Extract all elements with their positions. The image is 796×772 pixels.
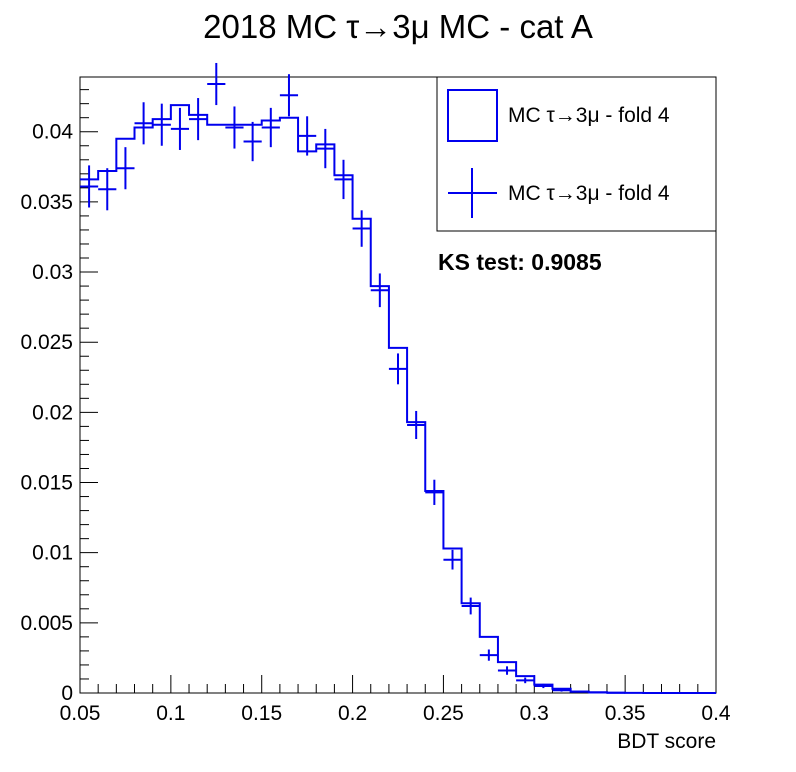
x-axis-ticks: 0.05 0.1 0.15 0.2 0.25 0.3 0.35 0.4	[60, 675, 731, 725]
data-point	[443, 549, 462, 570]
y-tick-label: 0.015	[20, 472, 73, 495]
x-tick-label: 0.3	[520, 702, 549, 725]
data-point	[134, 102, 153, 145]
data-point	[534, 683, 553, 689]
ks-test-annotation: KS test: 0.9085	[438, 249, 602, 275]
chart-title: 2018 MC τ→3μ MC - cat A	[203, 8, 593, 45]
data-point	[479, 649, 498, 661]
legend-histogram-swatch	[447, 89, 498, 142]
data-point	[352, 210, 371, 247]
x-tick-label: 0.4	[701, 702, 731, 725]
data-point	[243, 121, 262, 162]
data-point	[425, 479, 444, 505]
data-point	[98, 168, 117, 211]
points-layer	[80, 62, 626, 694]
data-point	[388, 353, 408, 385]
data-point	[570, 690, 589, 693]
data-point	[225, 106, 244, 149]
legend: MC τ→3μ - fold 4 MC τ→3μ - fold 4	[436, 76, 717, 232]
data-point	[189, 98, 208, 141]
data-point	[552, 688, 571, 692]
data-point	[370, 273, 389, 308]
x-tick-label: 0.25	[423, 702, 464, 725]
data-point	[497, 666, 517, 675]
y-tick-label: 0.035	[20, 191, 73, 214]
x-tick-label: 0.1	[156, 702, 185, 725]
data-point	[279, 74, 299, 117]
y-tick-label: 0.02	[32, 401, 73, 424]
legend-entry-points: MC τ→3μ - fold 4	[508, 182, 670, 205]
y-tick-label: 0	[61, 682, 73, 705]
data-point	[298, 116, 317, 156]
y-tick-label: 0.005	[20, 612, 73, 635]
y-tick-label: 0.025	[20, 331, 73, 354]
data-point	[461, 597, 480, 615]
x-tick-label: 0.2	[338, 702, 367, 725]
y-axis-ticks: 0 0.005 0.01 0.015 0.02 0.025 0.03 0.035 0.04	[20, 89, 98, 705]
y-tick-label: 0.04	[32, 121, 73, 144]
data-point	[334, 159, 353, 200]
x-tick-label: 0.05	[60, 702, 101, 725]
data-point	[80, 165, 99, 208]
data-point	[407, 410, 426, 440]
legend-box	[436, 76, 717, 232]
x-tick-label: 0.15	[241, 702, 282, 725]
plot-frame	[79, 76, 717, 694]
y-tick-label: 0.03	[32, 261, 73, 284]
x-axis-label: BDT score	[617, 730, 716, 753]
data-point	[170, 107, 190, 150]
data-point	[116, 147, 135, 190]
x-tick-label: 0.35	[605, 702, 646, 725]
data-point	[606, 691, 626, 694]
data-point	[261, 107, 280, 148]
y-tick-label: 0.01	[32, 542, 73, 565]
data-point	[516, 677, 535, 684]
data-point	[207, 62, 226, 106]
data-point	[152, 103, 171, 146]
data-point	[588, 691, 607, 694]
data-point	[316, 128, 335, 169]
legend-entry-histogram: MC τ→3μ - fold 4	[508, 104, 670, 127]
